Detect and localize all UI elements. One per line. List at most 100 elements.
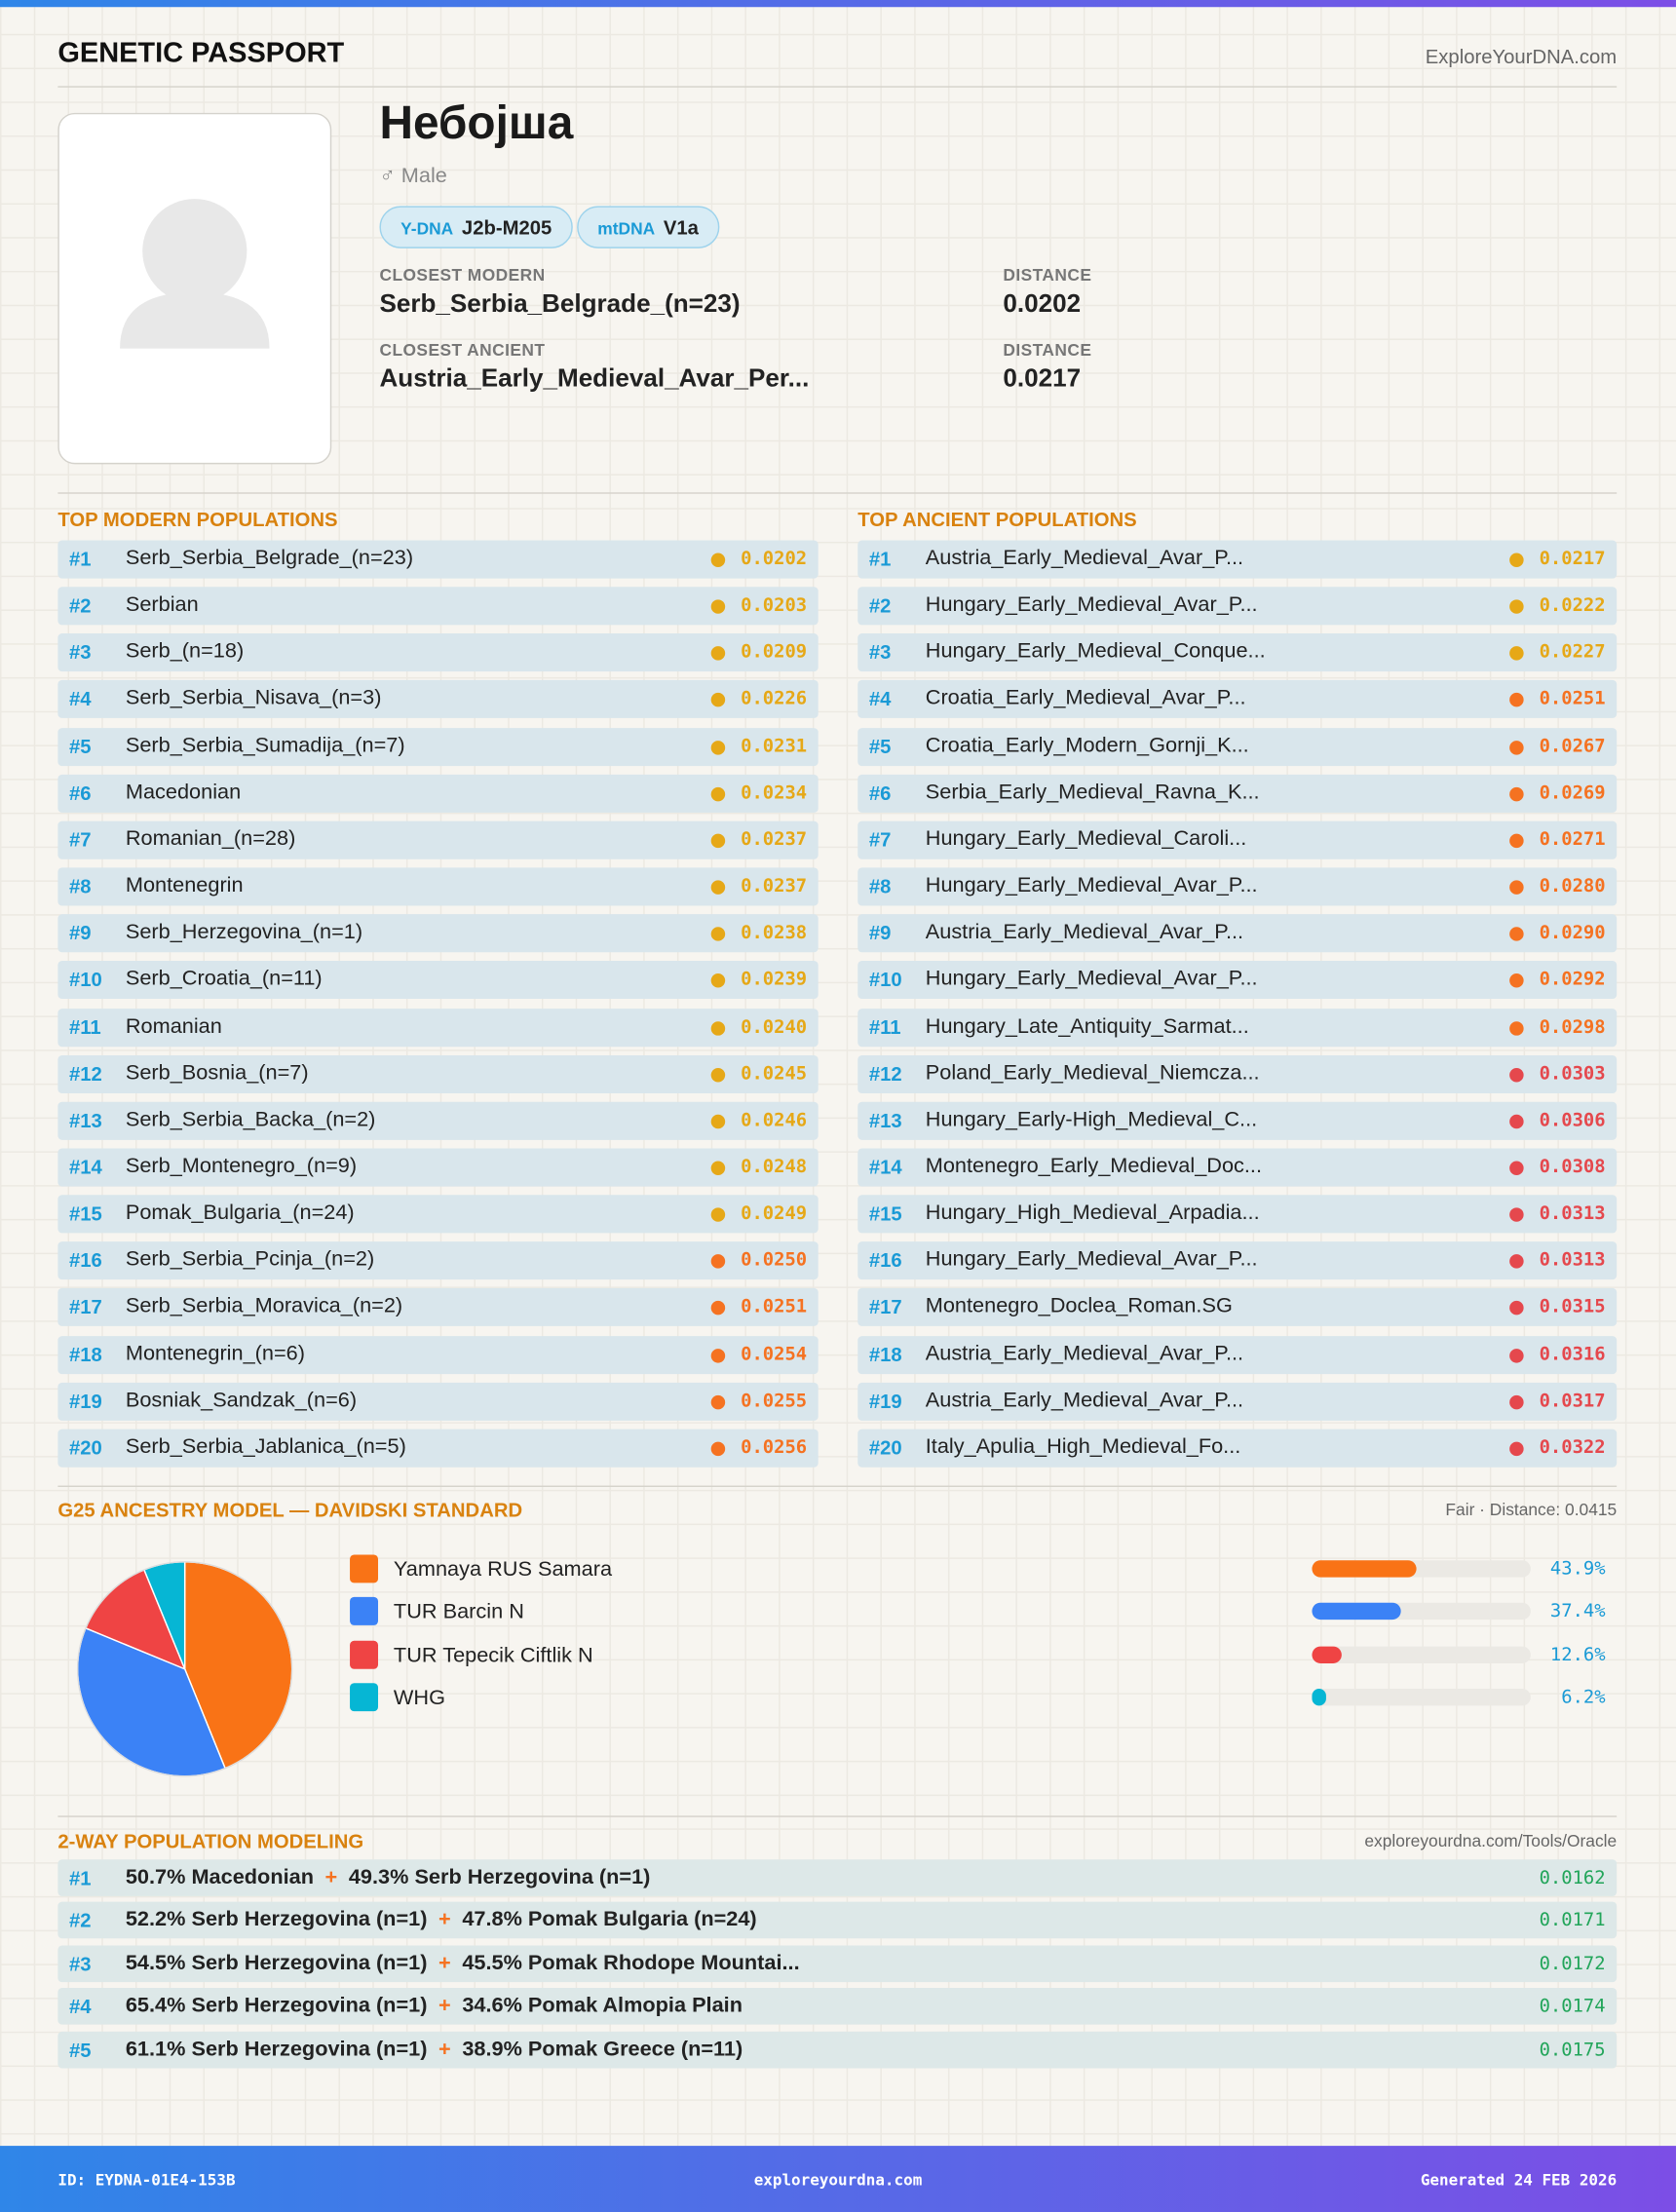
- distance: 0.0303: [1539, 1063, 1606, 1085]
- distance: 0.0222: [1539, 595, 1606, 617]
- population-name: Montenegrin: [125, 873, 244, 897]
- rank: #18: [68, 1342, 102, 1365]
- distance: 0.0234: [741, 782, 808, 804]
- population-name: Pomak_Bulgaria_(n=24): [125, 1201, 355, 1225]
- rank: #14: [68, 1155, 102, 1178]
- label: DISTANCE: [1003, 339, 1092, 361]
- legend-label: TUR Tepecik Ciftlik N: [393, 1643, 593, 1668]
- component-a: 50.7% Macedonian: [125, 1864, 314, 1889]
- population-row: #19 Bosniak_Sandzak_(n=6) 0.0255: [57, 1382, 819, 1421]
- population-name: Hungary_Early_Medieval_Caroli...: [925, 826, 1247, 851]
- legend-swatch: [350, 1597, 379, 1626]
- model-row: #4 65.4% Serb Herzegovina (n=1) +34.6% Pom…: [57, 1988, 1618, 2025]
- distance: 0.0237: [741, 829, 808, 851]
- distance-dot: [1509, 1207, 1524, 1222]
- rank: #18: [868, 1342, 902, 1365]
- population-row: #6 Macedonian 0.0234: [57, 774, 819, 813]
- distance-dot: [710, 693, 726, 707]
- rank: #17: [68, 1295, 102, 1318]
- rank: #12: [68, 1061, 102, 1085]
- section-title: 2-WAY POPULATION MODELING: [57, 1829, 364, 1852]
- divider: [57, 1815, 1618, 1817]
- separator: +: [438, 1994, 451, 2018]
- rank: #9: [868, 921, 892, 944]
- distance: 0.0290: [1539, 923, 1606, 944]
- component-a: 52.2% Serb Herzegovina (n=1): [125, 1907, 428, 1932]
- percent: 12.6%: [1549, 1644, 1606, 1666]
- population-row: #10 Serb_Croatia_(n=11) 0.0239: [57, 961, 819, 1000]
- section-title: TOP MODERN POPULATIONS: [57, 508, 338, 531]
- population-name: Serb_Serbia_Nisava_(n=3): [125, 686, 382, 710]
- bar: [1312, 1646, 1343, 1663]
- distance-dot: [710, 1301, 726, 1316]
- distance-dot: [710, 786, 726, 801]
- rank: #16: [868, 1248, 902, 1272]
- distance-dot: [710, 927, 726, 941]
- distance-dot: [1509, 553, 1524, 568]
- population-name: Serb_Serbia_Sumadija_(n=7): [125, 733, 405, 757]
- badge-label: Y-DNA: [400, 218, 454, 239]
- site: ExploreYourDNA.com: [1425, 45, 1618, 68]
- model-fit: Fair · Distance: 0.0415: [1445, 1500, 1618, 1520]
- divider: [57, 1485, 1618, 1487]
- distance: 0.0298: [1539, 1016, 1606, 1038]
- rank: #20: [868, 1435, 902, 1459]
- mtdna-badge: mtDNA V1a: [576, 206, 720, 248]
- model-text: 65.4% Serb Herzegovina (n=1) +34.6% Pomak…: [126, 1994, 743, 2018]
- rank: #1: [868, 547, 892, 570]
- model-row: #2 52.2% Serb Herzegovina (n=1) +47.8% Pom…: [57, 1902, 1618, 1939]
- distance-dot: [1509, 927, 1524, 941]
- distance-dot: [710, 1020, 726, 1035]
- distance: 0.0175: [1539, 2039, 1606, 2061]
- distance: 0.0313: [1539, 1250, 1606, 1272]
- population-row: #4 Serb_Serbia_Nisava_(n=3) 0.0226: [57, 680, 819, 719]
- divider: [57, 86, 1618, 88]
- population-name: Montenegro_Doclea_Roman.SG: [925, 1294, 1233, 1318]
- rank: #13: [868, 1108, 902, 1131]
- distance-dot: [1509, 693, 1524, 707]
- population-row: #16 Hungary_Early_Medieval_Avar_P... 0.031…: [857, 1241, 1618, 1280]
- distance: 0.0251: [1539, 689, 1606, 710]
- photo: [57, 112, 332, 465]
- legend-label: TUR Barcin N: [393, 1600, 524, 1624]
- legend-swatch: [350, 1640, 379, 1669]
- avatar: [120, 199, 270, 349]
- ydna-badge: Y-DNA J2b-M205: [379, 206, 574, 248]
- label: DISTANCE: [1003, 265, 1092, 286]
- distance: 0.0238: [741, 923, 808, 944]
- population-name: Austria_Early_Medieval_Avar_P...: [925, 546, 1244, 570]
- population-row: #3 Hungary_Early_Medieval_Conque... 0.0227: [857, 633, 1618, 672]
- distance: 0.0316: [1539, 1344, 1606, 1365]
- population-name: Serb_(n=18): [125, 639, 245, 664]
- pie-outline: [76, 1560, 293, 1777]
- distance-dot: [1509, 1020, 1524, 1035]
- distance-dot: [1509, 833, 1524, 848]
- rank: #5: [868, 734, 892, 757]
- population-row: #18 Montenegrin_(n=6) 0.0254: [57, 1335, 819, 1374]
- rank: #3: [68, 1952, 92, 1975]
- population-name: Serb_Serbia_Pcinja_(n=2): [125, 1247, 375, 1272]
- distance: 0.0306: [1539, 1110, 1606, 1131]
- bar-track: [1312, 1689, 1531, 1706]
- percent: 37.4%: [1549, 1601, 1606, 1623]
- model-row: #1 50.7% Macedonian +49.3% Serb Herzegovin…: [57, 1859, 1618, 1896]
- component-b: 47.8% Pomak Bulgaria (n=24): [462, 1907, 757, 1932]
- population-row: #13 Hungary_Early-High_Medieval_C... 0.030…: [857, 1101, 1618, 1140]
- distance-dot: [1509, 1114, 1524, 1128]
- distance: 0.0269: [1539, 782, 1606, 804]
- population-row: #2 Hungary_Early_Medieval_Avar_P... 0.0222: [857, 587, 1618, 626]
- rank: #4: [68, 687, 92, 710]
- population-row: #5 Croatia_Early_Modern_Gornji_K... 0.0267: [857, 727, 1618, 766]
- component-a: 54.5% Serb Herzegovina (n=1): [125, 1951, 428, 1975]
- rank: #12: [868, 1061, 902, 1085]
- component-a: 61.1% Serb Herzegovina (n=1): [125, 2037, 428, 2061]
- distance-dot: [710, 1207, 726, 1222]
- rank: #2: [68, 593, 92, 617]
- divider: [57, 492, 1618, 494]
- distance-dot: [710, 740, 726, 754]
- population-row: #6 Serbia_Early_Medieval_Ravna_K... 0.0269: [857, 774, 1618, 813]
- footer-generated: Generated 24 FEB 2026: [1420, 2171, 1618, 2190]
- distance: 0.0249: [741, 1203, 808, 1225]
- legend-swatch: [350, 1554, 379, 1583]
- rank: #16: [68, 1248, 102, 1272]
